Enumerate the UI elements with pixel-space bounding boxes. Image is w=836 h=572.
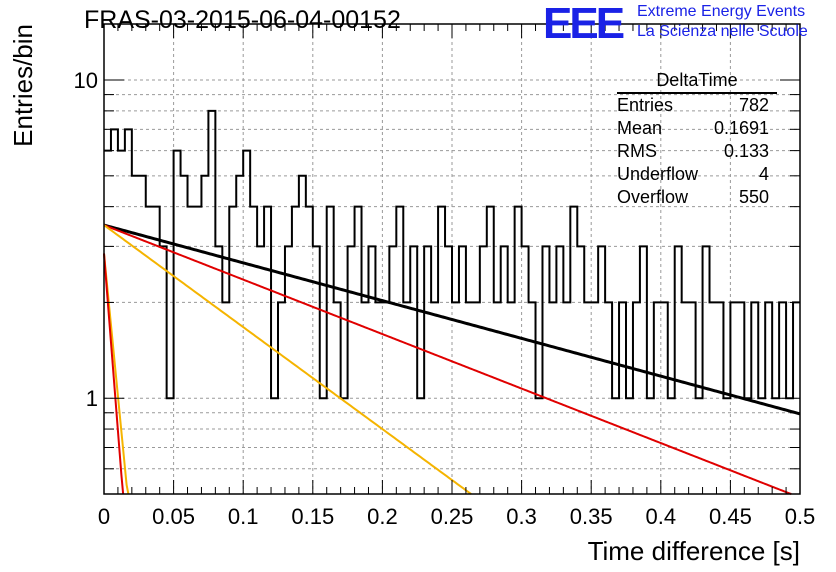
fit-curve-3 [103, 224, 472, 495]
stats-row-rms: RMS 0.133 [617, 140, 777, 163]
logo-tagline-2: La Scienza nelle Scuole [637, 23, 808, 40]
stats-title: DeltaTime [617, 70, 777, 94]
y-tick-label: 1 [86, 386, 98, 411]
stats-value: 0.1691 [713, 118, 769, 138]
stats-row-entries: Entries 782 [617, 94, 777, 117]
axis-ticks [103, 24, 801, 495]
logo-tagline-1: Extreme Energy Events [637, 3, 806, 20]
stats-value: 0.133 [723, 141, 769, 161]
x-tick-label: 0.45 [709, 504, 752, 529]
stats-label: Underflow [617, 164, 699, 184]
stats-box: DeltaTime Entries 782 Mean 0.1691 RMS 0.133… [617, 70, 777, 209]
stats-row-overflow: Overflow 550 [617, 186, 777, 209]
x-tick-label: 0.35 [570, 504, 613, 529]
fit-curve-1 [103, 223, 801, 416]
x-tick-label: 0 [98, 504, 110, 529]
x-tick-label: 0.15 [291, 504, 334, 529]
stats-label: Mean [617, 118, 663, 138]
stats-value: 4 [758, 164, 769, 184]
stats-label: Overflow [617, 187, 689, 207]
fit-curve-2 [103, 224, 792, 495]
x-tick-label: 0.05 [152, 504, 195, 529]
stats-row-underflow: Underflow 4 [617, 163, 777, 186]
tick-labels: 0 0.05 0.1 0.15 0.2 0.25 0.3 0.35 0.4 0.45 0.5 1 10 [74, 68, 816, 529]
x-axis-label: Time difference [s] [588, 536, 800, 566]
histogram-step-line [104, 109, 800, 400]
histogram-bars [104, 109, 800, 400]
y-axis-label: Entries/bin [8, 24, 38, 147]
y-tick-label: 10 [74, 68, 98, 93]
x-tick-label: 0.4 [646, 504, 677, 529]
x-tick-label: 0.2 [367, 504, 398, 529]
plot-title: FRAS-03-2015-06-04-00152 [84, 6, 401, 34]
stats-row-mean: Mean 0.1691 [617, 117, 777, 140]
stats-value: 550 [738, 187, 769, 207]
x-tick-label: 0.25 [431, 504, 474, 529]
fit-curves [103, 223, 801, 495]
x-tick-label: 0.5 [785, 504, 816, 529]
stats-label: RMS [617, 141, 657, 161]
stats-label: Entries [617, 95, 674, 115]
x-tick-label: 0.3 [506, 504, 537, 529]
stats-value: 782 [738, 95, 769, 115]
fit-curve-5 [103, 253, 125, 495]
x-tick-label: 0.1 [228, 504, 259, 529]
eee-logo: EEE [543, 0, 625, 48]
